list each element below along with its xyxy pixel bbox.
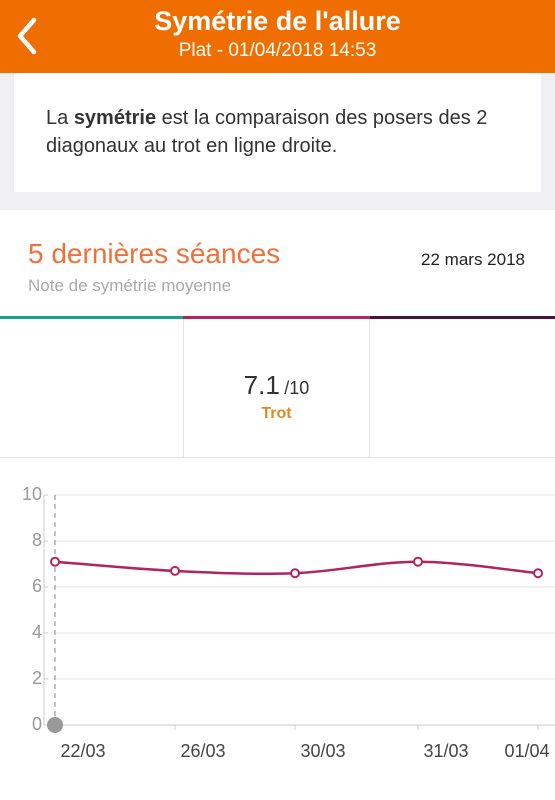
info-text-end: est la comparaison des posers des 2 diag… bbox=[46, 107, 488, 157]
score-cell bbox=[184, 319, 370, 458]
tab-bar bbox=[0, 316, 183, 319]
data-point bbox=[533, 568, 543, 579]
data-point bbox=[290, 568, 300, 579]
section-title: 5 dernières séances bbox=[28, 238, 281, 269]
y-tick-label: 8 bbox=[32, 530, 42, 550]
x-tick-label: 22/03 bbox=[60, 741, 105, 761]
sessions-section: 5 dernières séances 22 mars 2018 Note de… bbox=[0, 210, 555, 800]
score-cell bbox=[0, 319, 184, 458]
header-subtitle: Plat - 01/04/2018 14:53 bbox=[178, 40, 377, 61]
info-text: La symétrie est la comparaison des poser… bbox=[46, 104, 526, 160]
cursor-handle bbox=[47, 717, 63, 733]
score: 7.1 /10 Trot bbox=[183, 370, 370, 423]
y-tick-label: 2 bbox=[32, 668, 42, 688]
y-tick-label: 6 bbox=[32, 576, 42, 596]
tab-bar bbox=[370, 316, 555, 319]
section-date: 22 mars 2018 bbox=[421, 250, 525, 269]
info-text-bold: symétrie bbox=[73, 107, 157, 129]
score-max: /10 bbox=[284, 378, 310, 398]
tab-bar bbox=[183, 316, 370, 319]
x-tick-label: 01/04 bbox=[504, 741, 549, 761]
data-point bbox=[413, 556, 423, 567]
chart: 0 2 4 6 8 10 22/03 26/03 30/03 31/03 01/04 bbox=[22, 484, 555, 761]
x-tick-label: 30/03 bbox=[300, 741, 345, 761]
header: Symétrie de l'allure Plat - 01/04/2018 1… bbox=[0, 0, 555, 73]
data-point bbox=[50, 556, 60, 567]
y-tick-label: 0 bbox=[32, 714, 42, 734]
data-point bbox=[170, 565, 180, 576]
score-label: Trot bbox=[261, 405, 292, 422]
section-subtitle: Note de symétrie moyenne bbox=[28, 276, 232, 295]
info-panel: La symétrie est la comparaison des poser… bbox=[14, 73, 541, 192]
header-title: Symétrie de l'allure bbox=[154, 6, 401, 36]
x-tick-label: 26/03 bbox=[180, 741, 225, 761]
score-value: 7.1 bbox=[243, 370, 280, 400]
back-button[interactable] bbox=[14, 16, 40, 56]
score-cell bbox=[370, 319, 555, 458]
x-tick-label: 31/03 bbox=[423, 741, 468, 761]
info-text-start: La bbox=[46, 107, 69, 129]
y-tick-label: 4 bbox=[32, 622, 42, 642]
y-tick-label: 10 bbox=[22, 484, 42, 504]
